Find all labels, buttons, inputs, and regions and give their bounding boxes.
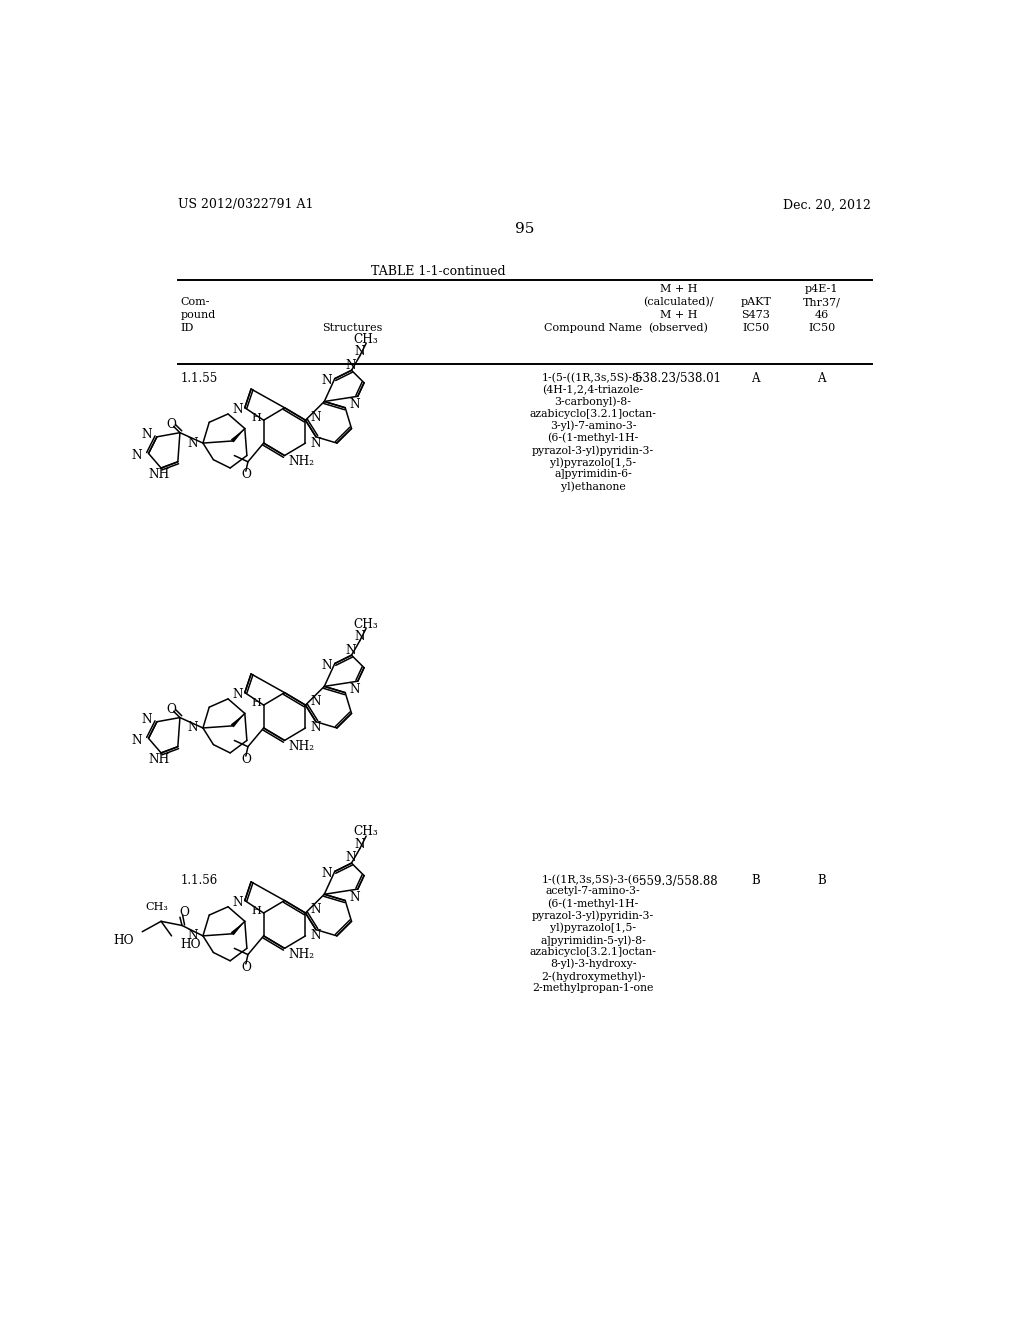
Text: N: N	[132, 734, 142, 747]
Text: NH₂: NH₂	[289, 948, 314, 961]
Text: O: O	[179, 907, 189, 920]
Text: Com-: Com-	[180, 297, 210, 308]
Text: (calculated)/: (calculated)/	[643, 297, 714, 308]
Text: HO: HO	[180, 937, 201, 950]
Text: 95: 95	[515, 222, 535, 235]
Text: TABLE 1-1-continued: TABLE 1-1-continued	[371, 264, 505, 277]
Polygon shape	[230, 921, 245, 936]
Text: N: N	[345, 851, 355, 865]
Text: N: N	[354, 345, 366, 358]
Text: CH₃: CH₃	[145, 902, 168, 912]
Text: O: O	[241, 961, 251, 974]
Text: N: N	[349, 682, 360, 696]
Text: H: H	[251, 413, 261, 424]
Text: N: N	[310, 903, 322, 916]
Text: N: N	[310, 411, 322, 424]
Text: O: O	[241, 467, 251, 480]
Text: M + H: M + H	[659, 310, 697, 319]
Text: 46: 46	[814, 310, 828, 319]
Text: A: A	[817, 372, 826, 385]
Text: CH₃: CH₃	[353, 825, 379, 838]
Text: N: N	[354, 838, 366, 851]
Text: N: N	[187, 929, 198, 942]
Text: N: N	[321, 867, 332, 880]
Text: N: N	[232, 896, 243, 909]
Text: N: N	[141, 428, 152, 441]
Text: 1.1.56: 1.1.56	[180, 875, 218, 887]
Text: N: N	[232, 404, 243, 416]
Text: HO: HO	[114, 933, 134, 946]
Text: Compound Name: Compound Name	[544, 323, 642, 333]
Text: 1.1.55: 1.1.55	[180, 372, 218, 385]
Text: CH₃: CH₃	[353, 618, 379, 631]
Text: N: N	[345, 644, 355, 656]
Text: IC50: IC50	[808, 323, 836, 333]
Text: 1-((1R,3s,5S)-3-(6-
acetyl-7-amino-3-
(6-(1-methyl-1H-
pyrazol-3-yl)pyridin-3-
y: 1-((1R,3s,5S)-3-(6- acetyl-7-amino-3- (6…	[529, 875, 656, 993]
Text: N: N	[187, 722, 198, 734]
Text: N: N	[310, 722, 322, 734]
Text: N: N	[349, 891, 360, 904]
Text: M + H: M + H	[659, 284, 697, 294]
Text: NH: NH	[148, 752, 170, 766]
Text: O: O	[167, 418, 176, 430]
Text: pound: pound	[180, 310, 216, 319]
Text: A: A	[752, 372, 760, 385]
Text: (observed): (observed)	[648, 323, 709, 334]
Text: NH₂: NH₂	[289, 455, 314, 469]
Text: US 2012/0322791 A1: US 2012/0322791 A1	[178, 198, 314, 211]
Text: N: N	[310, 696, 322, 709]
Text: N: N	[232, 688, 243, 701]
Text: Structures: Structures	[323, 323, 383, 333]
Text: NH₂: NH₂	[289, 741, 314, 754]
Text: ID: ID	[180, 323, 195, 333]
Polygon shape	[230, 713, 245, 727]
Text: N: N	[187, 437, 198, 450]
Text: N: N	[345, 359, 355, 372]
Text: N: N	[132, 449, 142, 462]
Text: CH₃: CH₃	[353, 333, 379, 346]
Text: 1-(5-((1R,3s,5S)-8-
(4H-1,2,4-triazole-
3-carbonyl)-8-
azabicyclo[3.2.1]octan-
3: 1-(5-((1R,3s,5S)-8- (4H-1,2,4-triazole- …	[529, 372, 656, 491]
Text: 559.3/558.88: 559.3/558.88	[639, 875, 718, 887]
Text: B: B	[817, 875, 826, 887]
Text: N: N	[349, 399, 360, 411]
Text: N: N	[321, 659, 332, 672]
Polygon shape	[230, 429, 245, 442]
Text: H: H	[251, 906, 261, 916]
Text: N: N	[310, 929, 322, 942]
Text: B: B	[752, 875, 760, 887]
Text: O: O	[167, 702, 176, 715]
Text: 538.23/538.01: 538.23/538.01	[635, 372, 721, 385]
Text: N: N	[354, 630, 366, 643]
Text: H: H	[251, 698, 261, 708]
Text: IC50: IC50	[742, 323, 769, 333]
Text: N: N	[310, 437, 322, 450]
Text: O: O	[241, 752, 251, 766]
Text: NH: NH	[148, 467, 170, 480]
Text: Dec. 20, 2012: Dec. 20, 2012	[782, 198, 870, 211]
Text: p4E-1: p4E-1	[805, 284, 839, 294]
Text: Thr37/: Thr37/	[803, 297, 841, 308]
Text: S473: S473	[741, 310, 770, 319]
Text: pAKT: pAKT	[740, 297, 771, 308]
Text: N: N	[321, 374, 332, 387]
Text: N: N	[141, 713, 152, 726]
